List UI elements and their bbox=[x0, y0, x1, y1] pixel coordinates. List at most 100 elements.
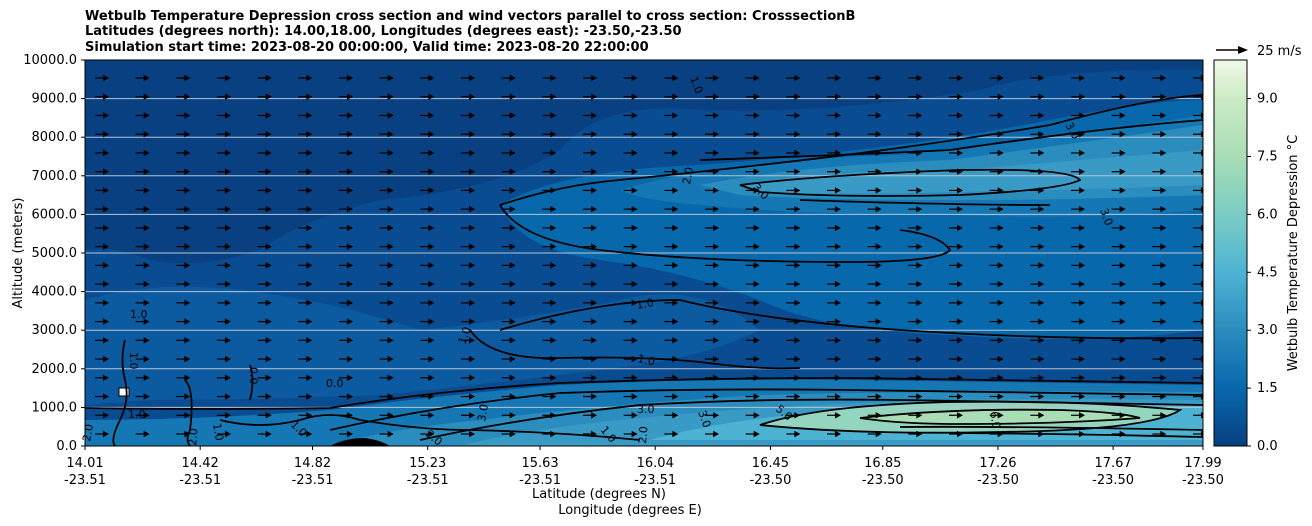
wind-vector-head bbox=[1079, 337, 1085, 344]
wind-vector-head bbox=[875, 393, 882, 400]
chart-title-line-2: Latitudes (degrees north): 14.00,18.00, … bbox=[85, 24, 682, 39]
wind-vector-head bbox=[428, 243, 435, 250]
wind-vector-head bbox=[265, 374, 272, 381]
wind-vector-head bbox=[428, 393, 435, 400]
colorbar-tick-label: 9.0 bbox=[1257, 92, 1278, 107]
x-axis-label-latitude: Latitude (degrees N) bbox=[532, 487, 666, 502]
wind-vector-head bbox=[753, 374, 760, 381]
wind-vector-head bbox=[1119, 224, 1126, 232]
wind-vector-head bbox=[265, 74, 272, 82]
wind-vector-head bbox=[997, 299, 1004, 307]
wind-vector-head bbox=[753, 224, 760, 232]
wind-vector-head bbox=[713, 374, 719, 381]
wind-vector-head bbox=[265, 168, 272, 175]
wind-vector-head bbox=[143, 374, 150, 381]
wind-vector-head bbox=[509, 168, 516, 175]
contour-line-8 bbox=[85, 377, 1203, 410]
wind-vector-head bbox=[997, 74, 1004, 82]
y-axis-label: Altitude (meters) bbox=[11, 198, 26, 309]
wind-vector-head bbox=[631, 337, 638, 344]
x-tick-label-lon: -23.51 bbox=[519, 473, 561, 488]
x-tick-label-lat: 15.23 bbox=[409, 456, 446, 471]
wind-vector-head bbox=[1079, 74, 1085, 82]
wind-vector-head bbox=[753, 430, 760, 438]
wind-vector-head bbox=[184, 205, 191, 213]
wind-vector-head bbox=[347, 355, 353, 363]
wind-vector-head bbox=[631, 187, 638, 194]
wind-vector-head bbox=[1038, 131, 1045, 138]
y-tick-label: 0.0 bbox=[56, 439, 77, 454]
wind-vector-head bbox=[713, 93, 719, 100]
wind-vector-head bbox=[1038, 337, 1045, 344]
contour-line-5 bbox=[799, 199, 1051, 206]
wind-vector-head bbox=[509, 93, 516, 100]
wind-vector-head bbox=[997, 337, 1004, 344]
wind-vector-head bbox=[509, 112, 516, 119]
y-tick-label: 5000.0 bbox=[32, 246, 78, 261]
contour-line-15 bbox=[112, 339, 128, 446]
wind-vector-head bbox=[997, 318, 1004, 325]
wind-vector-head bbox=[469, 262, 475, 269]
colorbar-tick-label: 6.0 bbox=[1257, 207, 1278, 222]
wind-vector-head bbox=[957, 93, 963, 100]
wind-vector-head bbox=[184, 430, 191, 438]
wind-vector-head bbox=[143, 299, 150, 307]
wind-vector-head bbox=[184, 187, 191, 194]
wind-vector-head bbox=[306, 374, 313, 381]
wind-vector-head bbox=[835, 337, 841, 344]
wind-vector-head bbox=[428, 430, 435, 438]
contour-line-1 bbox=[499, 94, 1203, 206]
wind-vector-head bbox=[713, 243, 719, 250]
wind-vector-head bbox=[591, 168, 597, 175]
x-axis: 14.01 -23.51 14.42 -23.51 14.82 -23.51 15.23 -2… bbox=[64, 446, 1224, 488]
wind-vector-head bbox=[753, 299, 760, 307]
wind-vector-head bbox=[997, 280, 1004, 288]
wind-vector-head bbox=[1160, 280, 1167, 288]
wind-vector-head bbox=[794, 187, 801, 194]
wind-vector-head bbox=[794, 355, 801, 363]
wind-vector-head bbox=[184, 74, 191, 82]
wind-vector-head bbox=[143, 318, 150, 325]
wind-vector-head bbox=[428, 337, 435, 344]
wind-vector-head bbox=[916, 74, 923, 82]
wind-vector-head bbox=[306, 299, 313, 307]
wind-vector-head bbox=[387, 430, 394, 438]
wind-vector-head bbox=[672, 187, 679, 194]
wind-vector-head bbox=[835, 393, 841, 400]
wind-vector-head bbox=[550, 337, 557, 344]
wind-vector-head bbox=[835, 187, 841, 194]
wind-vector-head bbox=[1160, 131, 1167, 138]
wind-vector-head bbox=[916, 430, 923, 438]
contour-line-17 bbox=[249, 364, 254, 401]
wind-vector-head bbox=[1119, 318, 1126, 325]
wind-vector-head bbox=[1119, 93, 1126, 100]
wind-vector-head bbox=[1079, 149, 1085, 157]
contour-line-12 bbox=[859, 408, 1141, 425]
wind-vector-head bbox=[1079, 299, 1085, 307]
wind-vector-head bbox=[1160, 93, 1167, 100]
wind-vector-head bbox=[103, 205, 109, 213]
wind-vector-head bbox=[997, 393, 1004, 400]
wind-vector-head bbox=[387, 412, 394, 419]
wind-vector-head bbox=[875, 318, 882, 325]
wind-vector-head bbox=[875, 262, 882, 269]
wind-vector-head bbox=[672, 318, 679, 325]
wind-vector-head bbox=[265, 149, 272, 157]
wind-vector-head bbox=[143, 337, 150, 344]
wind-vector-head bbox=[509, 337, 516, 344]
wind-vector-head bbox=[794, 131, 801, 138]
wind-vector-head bbox=[672, 205, 679, 213]
wind-vector-head bbox=[225, 355, 231, 363]
colorbar-ticks: 0.0 1.5 3.0 4.5 6.0 7.5 9.0 bbox=[1247, 92, 1278, 454]
wind-vector-head bbox=[143, 205, 150, 213]
wind-vector-head bbox=[225, 262, 231, 269]
x-tick-label-lon: -23.50 bbox=[1182, 473, 1224, 488]
wind-vector-head bbox=[753, 412, 760, 419]
wind-vector-head bbox=[631, 131, 638, 138]
wind-vector-head bbox=[672, 393, 679, 400]
wind-vector-head bbox=[1119, 262, 1126, 269]
wind-vector-head bbox=[265, 412, 272, 419]
colorbar-tick-label: 7.5 bbox=[1257, 150, 1278, 165]
wind-vector-head bbox=[1201, 112, 1203, 119]
